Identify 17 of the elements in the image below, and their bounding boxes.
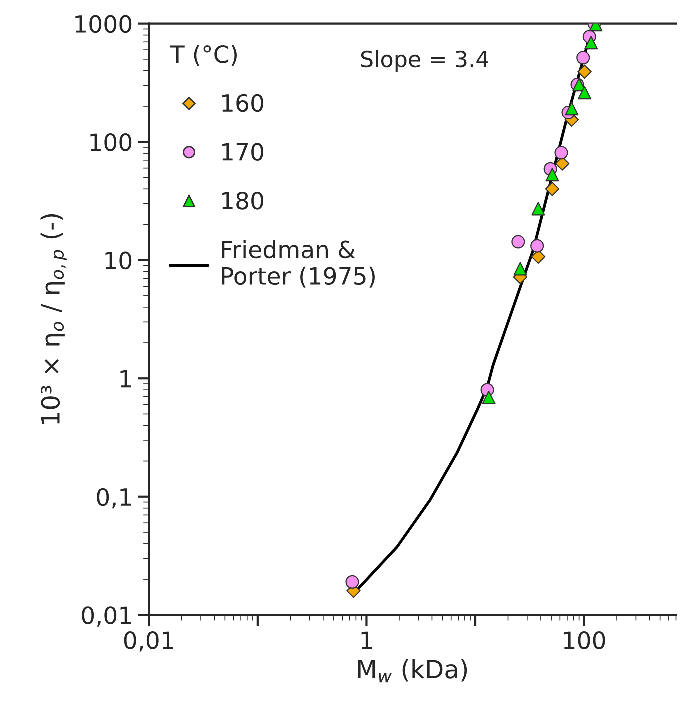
x-tick-label: 1 <box>362 632 372 650</box>
legend-label: 170 <box>222 143 264 161</box>
y-tick-label: 0,01 <box>82 606 131 627</box>
y-tick-label: 10 <box>106 252 132 270</box>
x-axis-title: M$_{w}$ (kDa) <box>358 660 468 683</box>
annotation: Slope = 3.4 <box>361 50 488 72</box>
y-tick-label: 1 <box>120 370 131 388</box>
y-tick-label: 0,1 <box>97 488 131 509</box>
legend-label: Friedman & Porter (1975) <box>222 240 375 288</box>
legend-label: 160 <box>222 94 264 112</box>
y-tick-label: 100 <box>90 134 132 152</box>
x-tick-label: 100 <box>564 632 606 650</box>
legend-label: 180 <box>222 192 264 210</box>
legend-title: T (°C) <box>170 45 238 66</box>
y-tick-label: 1000 <box>76 15 132 34</box>
x-tick-label: 0,01 <box>124 632 174 652</box>
y-axis-title: 10³ × η$_{o}$ / η$_{o,p}$ (-) <box>40 214 68 424</box>
